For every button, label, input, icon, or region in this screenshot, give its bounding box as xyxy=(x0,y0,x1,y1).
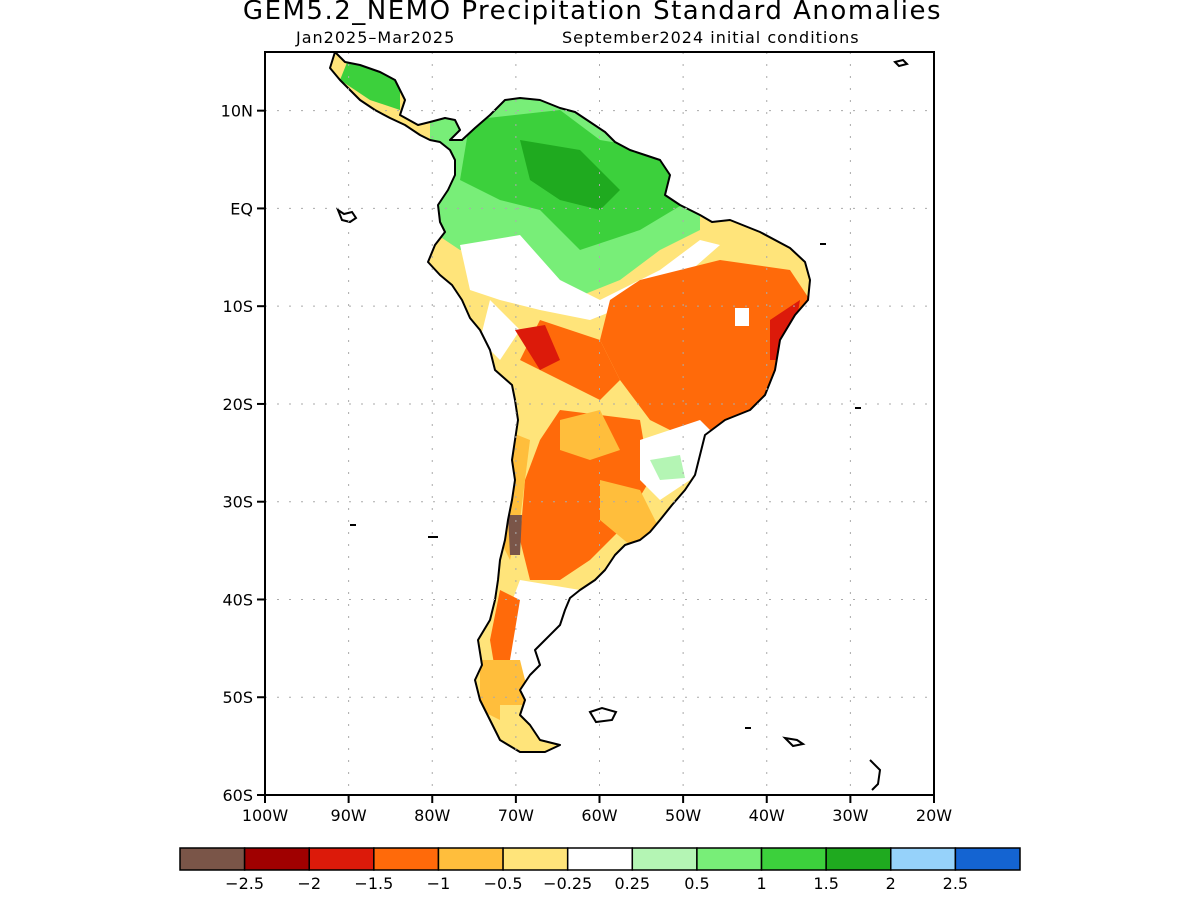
colorbar-label: 1 xyxy=(756,874,766,893)
lon-tick-label: 50W xyxy=(665,806,701,825)
colorbar-label: −2 xyxy=(297,874,321,893)
lat-tick-label: EQ xyxy=(230,199,253,218)
colorbar-label: 0.5 xyxy=(684,874,709,893)
forecast-period: Jan2025–Mar2025 xyxy=(296,28,456,47)
anomaly-field xyxy=(330,52,810,752)
lon-tick-label: 20W xyxy=(916,806,952,825)
lat-tick-label: 50S xyxy=(222,688,253,707)
colorbar-swatch xyxy=(308,847,375,871)
colorbar-swatch xyxy=(566,847,634,871)
colorbar-swatch xyxy=(502,847,569,871)
lon-tick-label: 90W xyxy=(331,806,367,825)
colorbar-swatch xyxy=(954,847,1021,871)
colorbar-label: −0.25 xyxy=(543,874,592,893)
lon-tick-label: 100W xyxy=(242,806,289,825)
lat-tick-label: 10S xyxy=(222,297,253,316)
colorbar-swatch xyxy=(825,847,892,871)
colorbar-swatch xyxy=(696,847,763,871)
colorbar-label: 2.5 xyxy=(943,874,968,893)
lat-tick-label: 10N xyxy=(221,102,253,121)
lon-tick-label: 70W xyxy=(498,806,534,825)
lon-tick-label: 60W xyxy=(581,806,617,825)
lon-tick-label: 40W xyxy=(749,806,785,825)
lat-tick-label: 30S xyxy=(222,493,253,512)
colorbar-swatch xyxy=(760,847,827,871)
coastline xyxy=(329,52,811,753)
colorbar-label: −1.5 xyxy=(354,874,393,893)
colorbar-swatch xyxy=(437,847,504,871)
colorbar-label: 2 xyxy=(886,874,896,893)
colorbar-swatch xyxy=(890,847,957,871)
lon-tick-label: 30W xyxy=(832,806,868,825)
colorbar-swatch xyxy=(243,847,310,871)
initial-conditions: September2024 initial conditions xyxy=(562,28,860,47)
map-title: GEM5.2_NEMO Precipitation Standard Anoma… xyxy=(242,0,943,26)
colorbar-swatch xyxy=(179,847,246,871)
colorbar-swatch xyxy=(631,847,698,871)
lat-tick-label: 60S xyxy=(222,786,253,805)
lat-tick-label: 20S xyxy=(222,395,253,414)
colorbar-label: −0.5 xyxy=(484,874,523,893)
colorbar-swatch xyxy=(373,847,440,871)
colorbar-label: −2.5 xyxy=(225,874,264,893)
dry-anomaly-region xyxy=(600,260,810,440)
colorbar-label: 1.5 xyxy=(813,874,838,893)
lat-tick-label: 40S xyxy=(222,590,253,609)
islands xyxy=(335,58,909,791)
lon-tick-label: 80W xyxy=(414,806,450,825)
colorbar-label: −1 xyxy=(427,874,451,893)
colorbar: −2.5 −2 −1.5 −1 −0.5 −0.25 0.25 0.5 1 1.5 2 2.5 xyxy=(179,847,1021,893)
colorbar-label: 0.25 xyxy=(614,874,650,893)
